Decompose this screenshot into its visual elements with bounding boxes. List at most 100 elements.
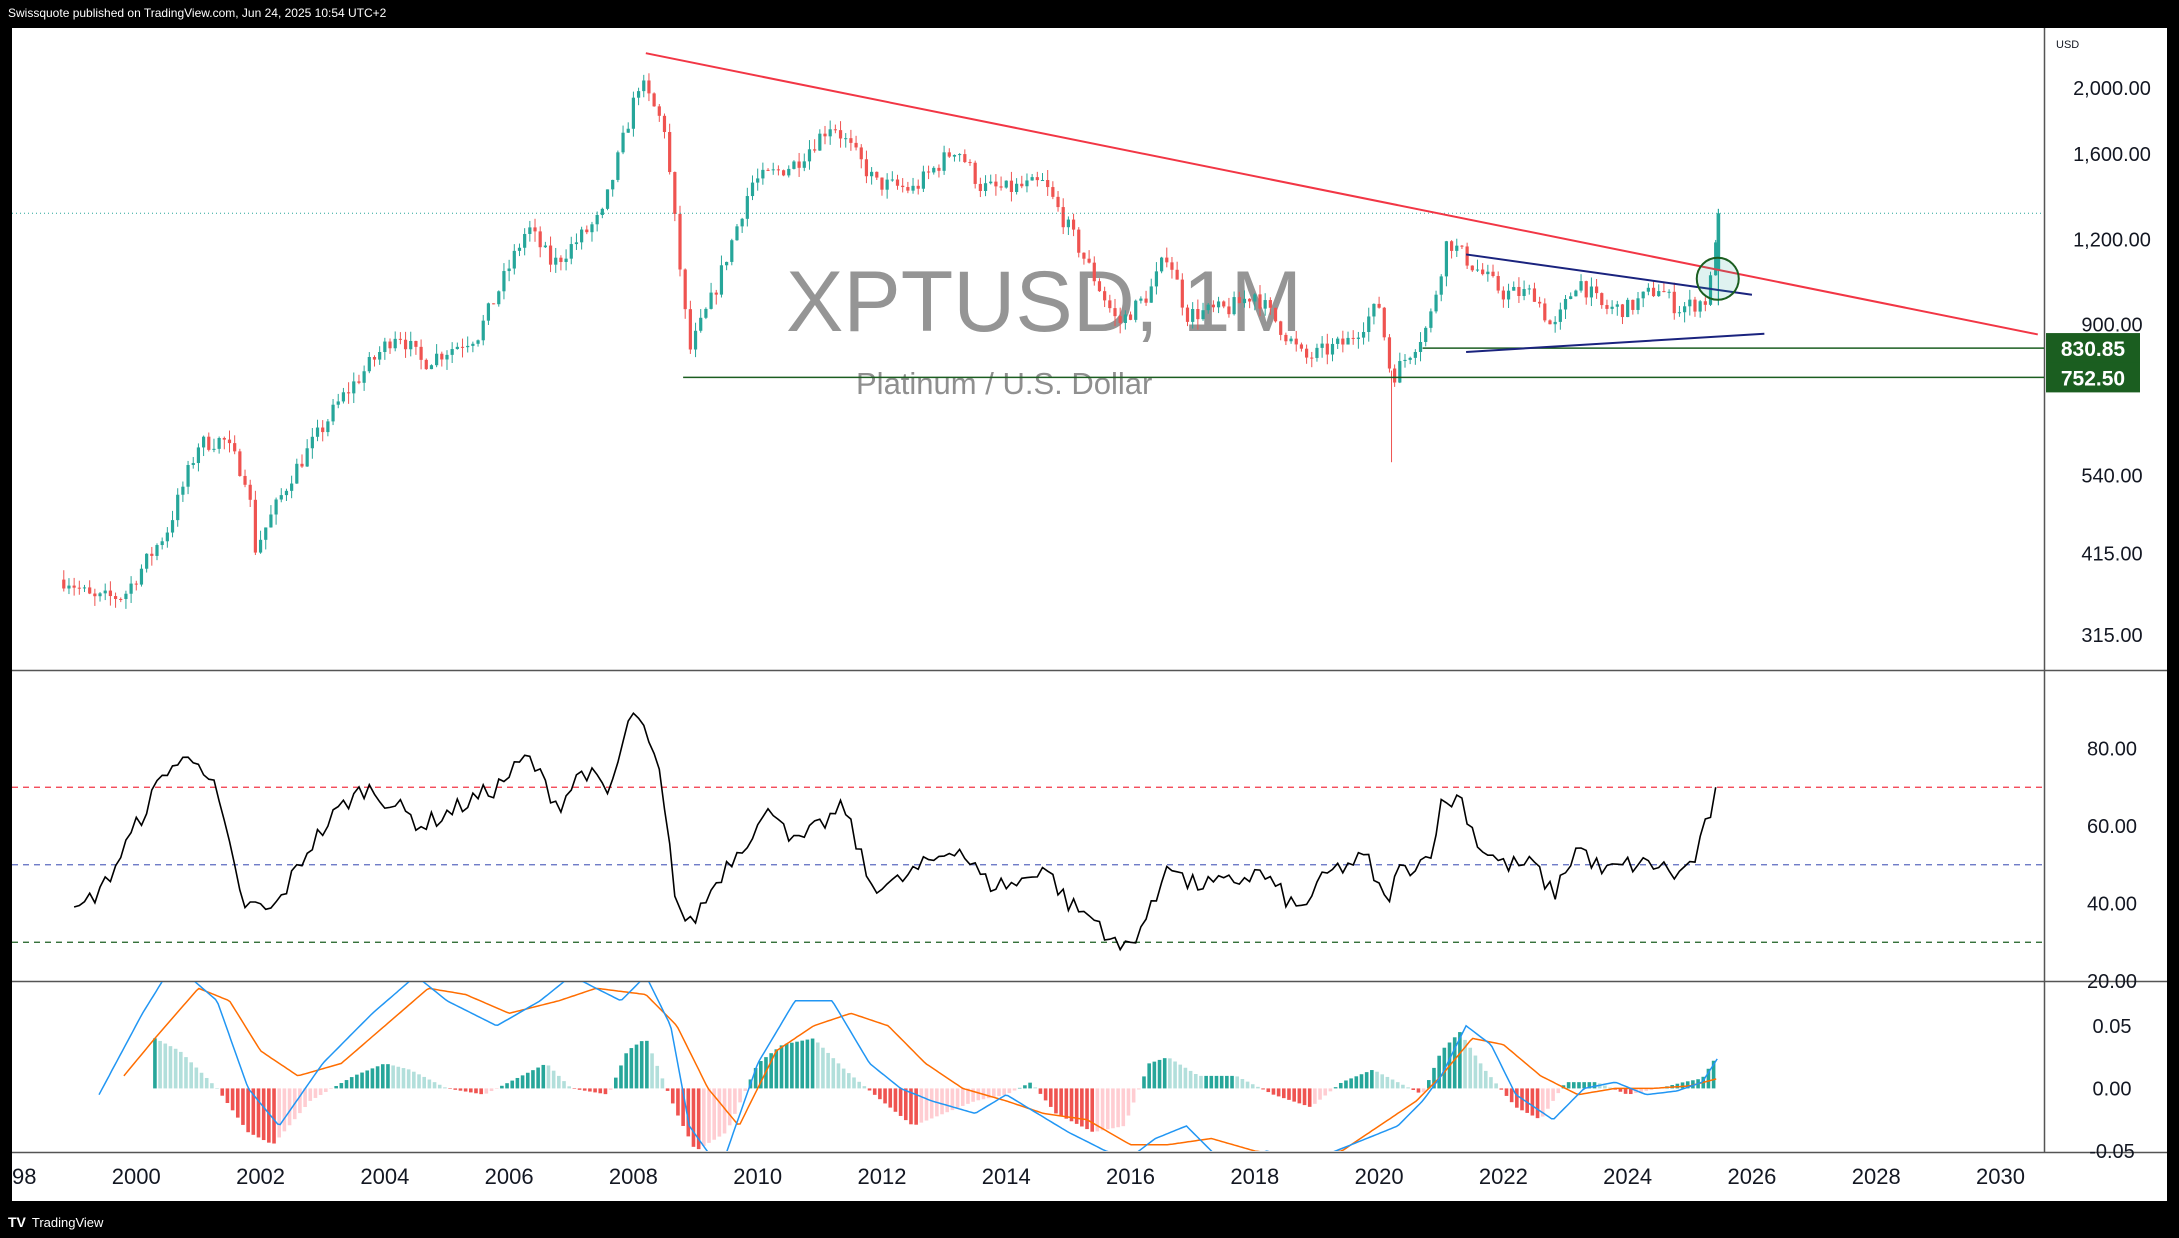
macd-histogram-bar <box>1256 1086 1260 1089</box>
candle-body <box>776 169 781 171</box>
candle-body <box>678 213 682 270</box>
macd-histogram-bar <box>500 1085 504 1089</box>
chart-area[interactable]: XPTUSD, 1M Platinum / U.S. Dollar USD 315.0… <box>12 28 2167 1201</box>
candle-body <box>1563 298 1568 310</box>
triangle-lower-line <box>1466 332 1765 353</box>
macd-histogram-bar <box>800 1040 805 1089</box>
candle-body <box>1693 299 1697 312</box>
candle-body <box>409 340 413 350</box>
macd-histogram-bar <box>256 1088 261 1138</box>
candle-body <box>207 436 211 450</box>
macd-histogram-bar <box>437 1084 442 1089</box>
candle-body <box>1165 257 1169 263</box>
candle-body <box>1548 320 1552 325</box>
macd-histogram-bar <box>898 1088 903 1116</box>
macd-histogram-bar <box>1623 1088 1628 1094</box>
candle-body <box>901 185 905 188</box>
macd-histogram-bar <box>510 1080 515 1089</box>
macd-histogram-bar <box>888 1088 893 1108</box>
candle-body <box>937 167 941 171</box>
candle-body <box>1393 368 1397 383</box>
symbol-description-watermark: Platinum / U.S. Dollar <box>856 366 1152 401</box>
macd-histogram-bar <box>287 1088 292 1126</box>
time-tick-label: 2002 <box>236 1164 285 1189</box>
candle-body <box>1646 287 1650 292</box>
candle-body <box>315 427 320 437</box>
candle-body <box>1040 180 1045 182</box>
candle-body <box>419 346 423 360</box>
macd-histogram-bar <box>1364 1072 1369 1089</box>
macd-histogram-bar <box>412 1071 416 1089</box>
price-pane <box>12 52 2044 609</box>
candle-body <box>1087 258 1091 263</box>
macd-histogram-bar <box>1680 1082 1685 1089</box>
macd-histogram-bar <box>443 1087 447 1089</box>
macd-histogram-bar <box>1318 1088 1322 1100</box>
macd-histogram-bar <box>738 1088 742 1103</box>
candle-body <box>906 187 910 191</box>
time-tick-label: 2022 <box>1479 1164 1528 1189</box>
macd-histogram-bar <box>743 1088 748 1091</box>
macd-histogram-bar <box>344 1080 349 1089</box>
macd-histogram-bar <box>194 1067 199 1089</box>
candle-body <box>72 585 76 588</box>
macd-histogram-bar <box>484 1088 489 1094</box>
candle-body <box>1035 177 1039 181</box>
macd-histogram-bar <box>1452 1037 1457 1089</box>
candle-body <box>921 171 925 189</box>
candle-body <box>98 593 102 597</box>
candle-body <box>1211 304 1215 308</box>
candle-body <box>227 439 232 444</box>
candle-body <box>1517 286 1521 297</box>
macd-histogram-bar <box>1033 1087 1038 1089</box>
macd-histogram-bar <box>1489 1077 1493 1089</box>
macd-histogram-bar <box>1416 1088 1421 1093</box>
macd-histogram-bar <box>1421 1088 1426 1093</box>
candle-body <box>1206 304 1210 311</box>
candle-body <box>730 240 734 262</box>
candle-body <box>714 292 718 295</box>
macd-histogram-bar <box>479 1088 483 1095</box>
candle-body <box>1636 298 1640 310</box>
macd-histogram-bar <box>189 1062 193 1089</box>
candle-body <box>885 179 889 190</box>
candle-body <box>1475 269 1480 271</box>
macd-histogram-bar <box>634 1044 639 1089</box>
macd-histogram-bar <box>950 1088 955 1111</box>
candle-body <box>740 218 744 227</box>
macd-histogram-bar <box>722 1088 727 1134</box>
candle-body <box>1128 314 1133 320</box>
chart-svg[interactable]: XPTUSD, 1M Platinum / U.S. Dollar USD 315.0… <box>12 28 2167 1201</box>
macd-histogram-bar <box>220 1088 225 1096</box>
candle-body <box>1015 183 1019 192</box>
candle-body <box>1615 304 1619 307</box>
candle-body <box>683 269 687 310</box>
macd-histogram-bar <box>1566 1082 1571 1089</box>
candle-body <box>471 343 475 346</box>
candle-body <box>647 80 651 94</box>
macd-histogram-bar <box>494 1088 499 1089</box>
candle-body <box>1180 279 1184 308</box>
macd-histogram-bar <box>1183 1067 1188 1089</box>
candle-body <box>1589 286 1594 298</box>
macd-histogram-bar <box>1002 1088 1006 1096</box>
macd-histogram-bar <box>836 1063 841 1089</box>
candle-body <box>414 340 418 347</box>
candle-body <box>1408 357 1412 360</box>
candle-body <box>1501 290 1505 300</box>
macd-histogram-bar <box>660 1078 665 1089</box>
macd-histogram-bar <box>365 1070 370 1089</box>
candle-body <box>989 181 993 184</box>
macd-histogram-bar <box>272 1088 276 1144</box>
candle-body <box>926 171 931 173</box>
candle-body <box>1418 341 1423 352</box>
macd-histogram-bar <box>163 1043 168 1089</box>
macd-histogram-bar <box>1494 1083 1498 1089</box>
candle-body <box>440 353 444 360</box>
macd-histogram-bar <box>422 1076 426 1089</box>
candle-body <box>792 161 796 169</box>
macd-histogram-bar <box>847 1073 851 1089</box>
rsi-line <box>73 711 1717 952</box>
macd-histogram-bar <box>1344 1080 1348 1089</box>
candle-body <box>875 171 879 178</box>
